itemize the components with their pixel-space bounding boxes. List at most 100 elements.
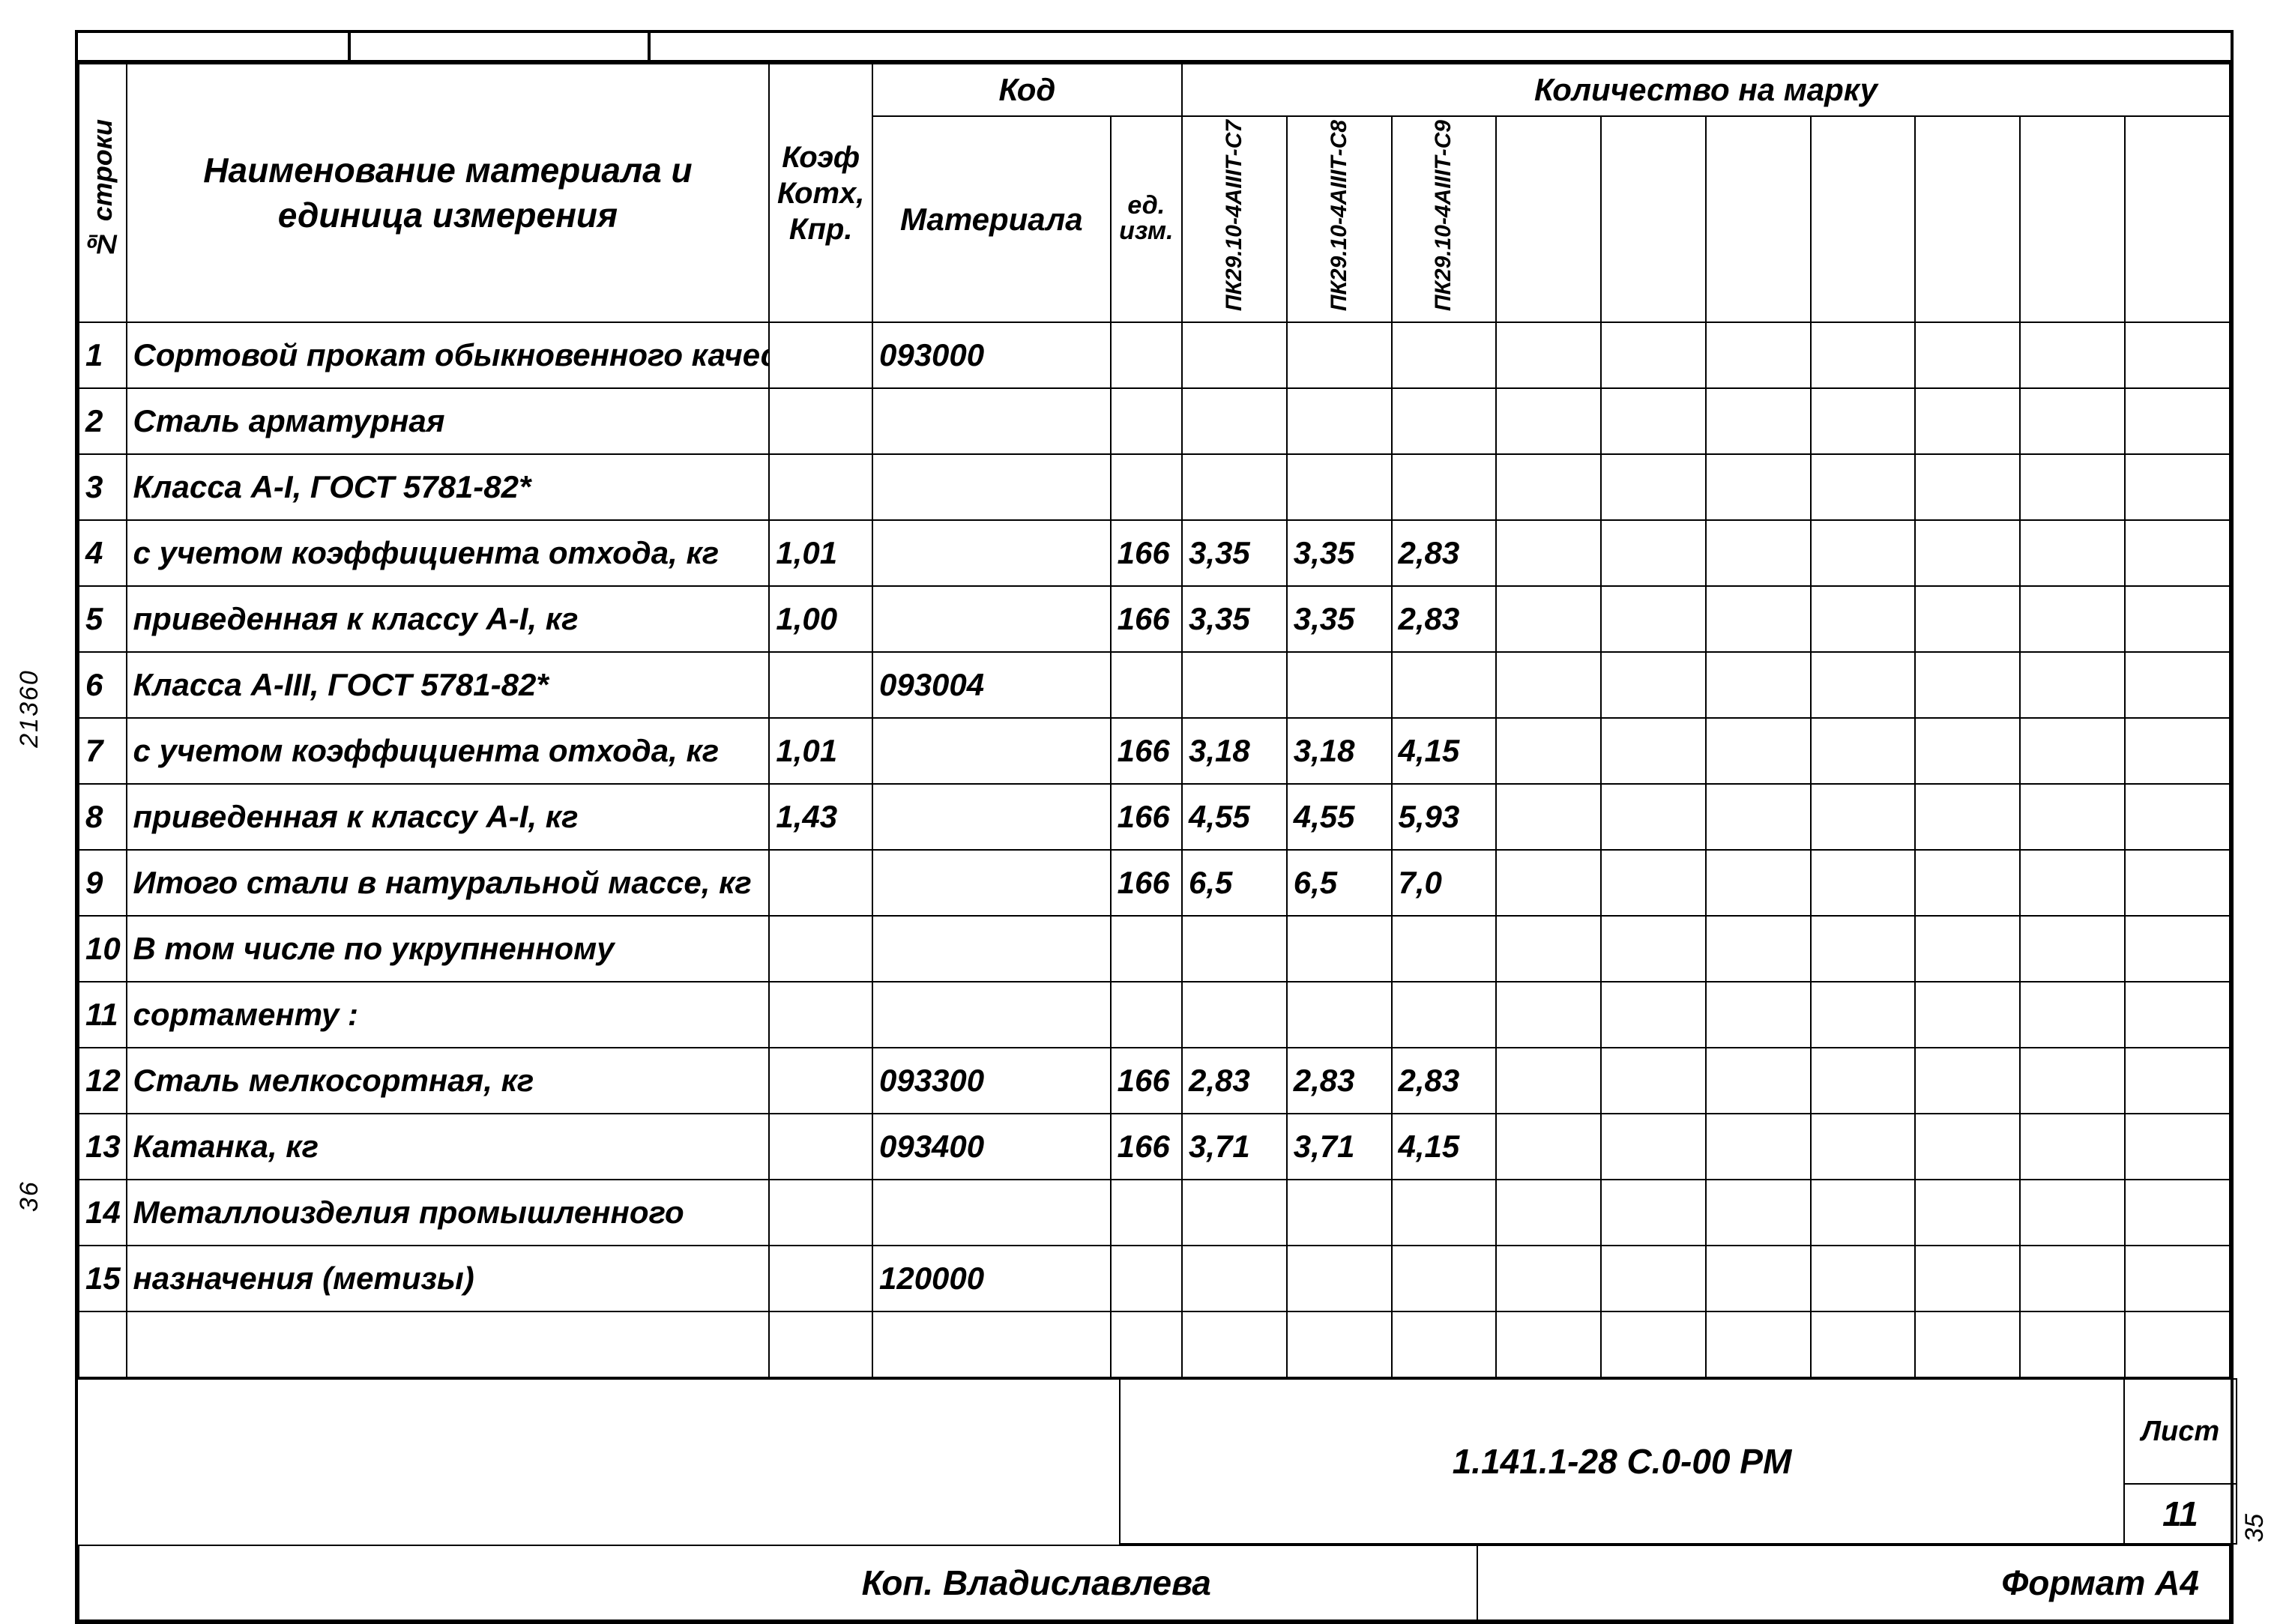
- cell-qty: 2,83: [1392, 1048, 1497, 1114]
- cell-qty: [2020, 1180, 2125, 1246]
- hdr-koef: Коэф Котх, Кпр.: [769, 64, 872, 322]
- cell-material: [872, 916, 1111, 982]
- cell-qty: [2020, 1048, 2125, 1114]
- cell-qty: [2125, 586, 2230, 652]
- page: 21360 36 35 № строки Наименование матери…: [0, 0, 2292, 1574]
- cell-num: 7: [79, 718, 127, 784]
- hdr-q7: [1915, 116, 2020, 322]
- cell-num: 15: [79, 1246, 127, 1311]
- cell-qty: [1496, 322, 1601, 388]
- cell-num: [79, 1311, 127, 1377]
- cell-qty: [1706, 916, 1811, 982]
- cell-qty: [1601, 916, 1706, 982]
- cell-material: 093400: [872, 1114, 1111, 1180]
- hdr-q5: [1706, 116, 1811, 322]
- cell-qty: [2125, 1048, 2230, 1114]
- cell-qty: [1287, 454, 1392, 520]
- cell-num: 1: [79, 322, 127, 388]
- cell-name: с учетом коэффициента отхода, кг: [127, 520, 770, 586]
- cell-qty: [1811, 1114, 1916, 1180]
- cell-material: [872, 388, 1111, 454]
- cell-qty: [1392, 1180, 1497, 1246]
- cell-qty: 3,71: [1287, 1114, 1392, 1180]
- cell-qty: [1601, 652, 1706, 718]
- cell-num: 9: [79, 850, 127, 916]
- cell-qty: [1811, 520, 1916, 586]
- cell-koef: 1,00: [769, 586, 872, 652]
- cell-name: Металлоизделия промышленного: [127, 1180, 770, 1246]
- cell-qty: 3,35: [1287, 586, 1392, 652]
- cell-qty: 6,5: [1287, 850, 1392, 916]
- cell-koef: 1,01: [769, 718, 872, 784]
- cell-qty: [1392, 1311, 1497, 1377]
- cell-qty: [2020, 322, 2125, 388]
- cell-qty: [1811, 586, 1916, 652]
- cell-qty: [1811, 652, 1916, 718]
- cell-ed: [1111, 388, 1182, 454]
- cell-ed: [1111, 1246, 1182, 1311]
- cell-num: 5: [79, 586, 127, 652]
- cell-qty: [2125, 322, 2230, 388]
- cell-qty: [2125, 1246, 2230, 1311]
- cell-qty: [1811, 718, 1916, 784]
- cell-koef: [769, 1311, 872, 1377]
- cell-qty: [1392, 1246, 1497, 1311]
- cell-material: [872, 520, 1111, 586]
- cell-qty: [1811, 454, 1916, 520]
- cell-qty: [1182, 388, 1287, 454]
- table-body: 1Сортовой прокат обыкновенного качества 0…: [79, 322, 2230, 1377]
- cell-ed: [1111, 916, 1182, 982]
- cell-qty: [1706, 1311, 1811, 1377]
- cell-qty: [1182, 1246, 1287, 1311]
- cell-qty: 3,35: [1287, 520, 1392, 586]
- cell-name: Сортовой прокат обыкновенного качества: [127, 322, 770, 388]
- cell-material: [872, 586, 1111, 652]
- cell-qty: [1287, 982, 1392, 1048]
- cell-koef: [769, 916, 872, 982]
- cell-qty: [1601, 388, 1706, 454]
- cell-qty: [2020, 1311, 2125, 1377]
- hdr-name: Наименование материала и единица измерен…: [127, 64, 770, 322]
- cell-name: Итого стали в натуральной массе, кг: [127, 850, 770, 916]
- hdr-qty-group: Количество на марку: [1182, 64, 2230, 116]
- table-row: 7с учетом коэффициента отхода, кг1,01166…: [79, 718, 2230, 784]
- cell-material: 093300: [872, 1048, 1111, 1114]
- table-row: 1Сортовой прокат обыкновенного качества0…: [79, 322, 2230, 388]
- cell-koef: 1,01: [769, 520, 872, 586]
- cell-qty: [1287, 916, 1392, 982]
- cell-qty: [1496, 454, 1601, 520]
- cell-ed: [1111, 982, 1182, 1048]
- drawing-frame: № строки Наименование материала и единиц…: [75, 30, 2234, 1624]
- cell-qty: [1706, 388, 1811, 454]
- cell-qty: [1182, 1311, 1287, 1377]
- cell-qty: [1601, 1311, 1706, 1377]
- footer-blank: [78, 1379, 1120, 1544]
- footer-bottom-row: Коп. Владиславлева Формат А4: [78, 1545, 2231, 1621]
- cell-qty: [1706, 1246, 1811, 1311]
- cell-qty: [1915, 520, 2020, 586]
- side-label-21360: 21360: [15, 669, 44, 748]
- cell-name: [127, 1311, 770, 1377]
- cell-qty: [2020, 520, 2125, 586]
- table-row: 9Итого стали в натуральной массе, кг1666…: [79, 850, 2230, 916]
- cell-ed: 166: [1111, 1048, 1182, 1114]
- side-label-36: 36: [15, 1180, 44, 1212]
- cell-ed: 166: [1111, 1114, 1182, 1180]
- footer-doc-no: 1.141.1-28 С.0-00 РМ: [1120, 1379, 2124, 1544]
- hdr-material: Материала: [872, 116, 1111, 322]
- cell-qty: [2020, 388, 2125, 454]
- cell-qty: [2125, 652, 2230, 718]
- cell-qty: [1811, 388, 1916, 454]
- cell-name: приведенная к классу А-I, кг: [127, 784, 770, 850]
- cell-qty: [1287, 388, 1392, 454]
- cell-qty: [1915, 784, 2020, 850]
- cell-koef: [769, 454, 872, 520]
- cell-material: [872, 454, 1111, 520]
- table-row: 14Металлоизделия промышленного: [79, 1180, 2230, 1246]
- cell-qty: [1811, 850, 1916, 916]
- cell-qty: [1496, 982, 1601, 1048]
- cell-qty: [1287, 1311, 1392, 1377]
- hdr-q3: [1496, 116, 1601, 322]
- cell-qty: [1182, 652, 1287, 718]
- cell-qty: [1811, 916, 1916, 982]
